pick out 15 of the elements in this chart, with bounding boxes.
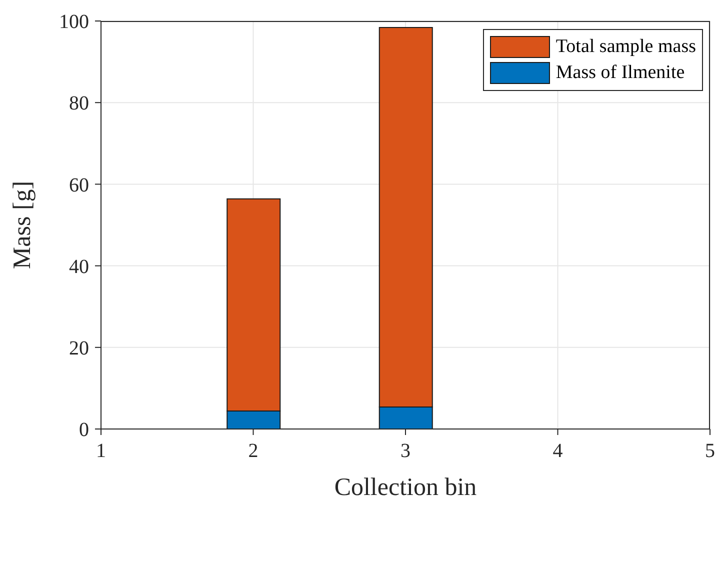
x-tick-label: 5 bbox=[705, 440, 715, 462]
x-tick-label: 3 bbox=[400, 440, 410, 462]
y-tick-label: 100 bbox=[59, 11, 89, 34]
y-tick-label: 0 bbox=[79, 419, 89, 442]
y-axis-title: Mass [g] bbox=[8, 180, 36, 270]
x-tick-label: 2 bbox=[248, 440, 258, 462]
y-tick-label: 60 bbox=[69, 174, 89, 196]
legend-label: Mass of Ilmenite bbox=[556, 62, 685, 84]
x-axis-title: Collection bin bbox=[334, 474, 478, 501]
x-tick-label: 4 bbox=[552, 440, 563, 462]
y-tick-label: 20 bbox=[69, 338, 89, 360]
y-tick-label: 40 bbox=[69, 256, 89, 278]
y-tick-label: 80 bbox=[69, 92, 89, 115]
x-tick-label: 1 bbox=[96, 440, 106, 462]
legend-label: Total sample mass bbox=[556, 36, 696, 58]
